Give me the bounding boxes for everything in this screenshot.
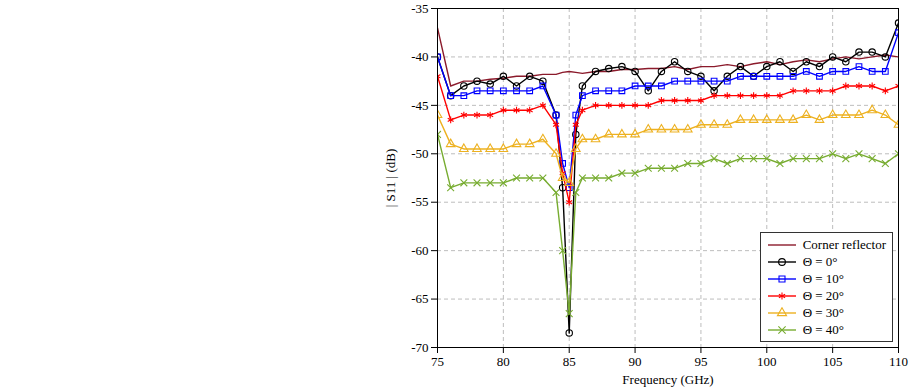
svg-text:90: 90 [629, 354, 642, 369]
svg-text:-50: -50 [411, 146, 428, 161]
html-text:Θ = 40°: Θ = 40° [802, 321, 844, 337]
svg-text:110: 110 [889, 354, 908, 369]
svg-text:-70: -70 [411, 340, 428, 355]
html-text:Corner reflector: Corner reflector [802, 236, 886, 252]
svg-text:80: 80 [497, 354, 510, 369]
svg-text:-60: -60 [411, 243, 428, 258]
html-text:Θ = 10°: Θ = 10° [802, 270, 844, 286]
html-text:Θ = 20°: Θ = 20° [802, 287, 844, 303]
svg-text:105: 105 [823, 354, 843, 369]
svg-text:-65: -65 [411, 291, 428, 306]
svg-text:85: 85 [563, 354, 576, 369]
html-text:Θ = 0°: Θ = 0° [802, 253, 838, 269]
svg-text:-45: -45 [411, 98, 428, 113]
svg-text:-55: -55 [411, 194, 428, 209]
svg-text:-35: -35 [411, 1, 428, 16]
svg-text:-40: -40 [411, 49, 428, 64]
svg-text:100: 100 [757, 354, 777, 369]
svg-text:| S11 | (dB): | S11 | (dB) [383, 149, 398, 208]
svg-text:Frequency (GHz): Frequency (GHz) [622, 372, 713, 387]
svg-text:95: 95 [694, 354, 707, 369]
svg-text:75: 75 [431, 354, 444, 369]
html-text:Θ = 30°: Θ = 30° [802, 304, 844, 320]
